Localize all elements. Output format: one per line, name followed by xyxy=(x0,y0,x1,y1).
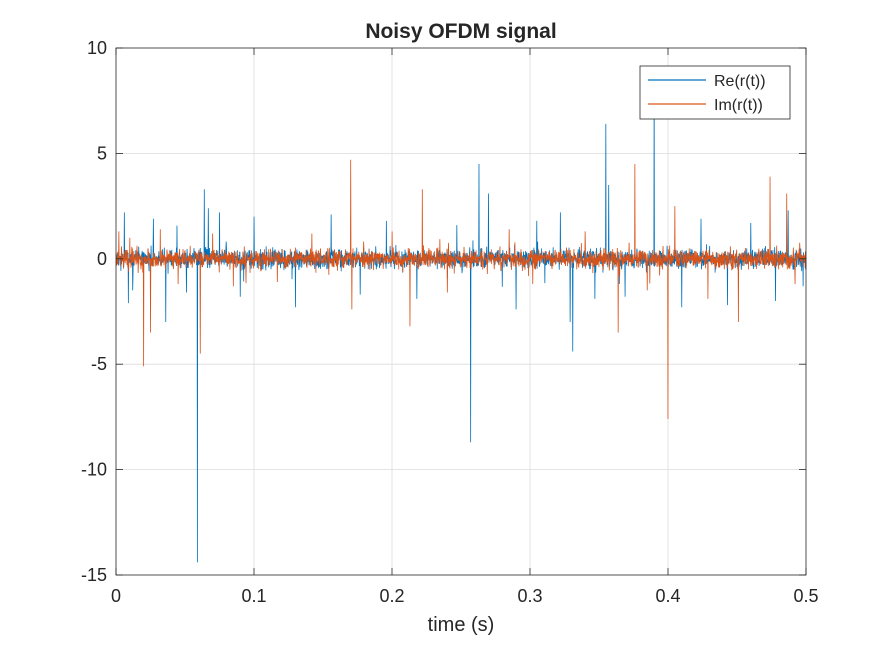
y-tick-label: -5 xyxy=(91,354,107,374)
x-tick-label: 0.2 xyxy=(379,586,404,606)
y-tick-label: 5 xyxy=(97,143,107,163)
x-tick-label: 0.3 xyxy=(517,586,542,606)
legend: Re(r(t)) Im(r(t)) xyxy=(639,65,791,120)
x-tick-label: 0.4 xyxy=(655,586,680,606)
x-tick-label: 0.5 xyxy=(793,586,818,606)
y-tick-label: -15 xyxy=(81,565,107,585)
y-tick-label: -10 xyxy=(81,460,107,480)
axes-box xyxy=(115,47,807,576)
x-axis-label: time (s) xyxy=(428,614,495,636)
x-tick-label: 0 xyxy=(111,586,121,606)
series-layer xyxy=(115,69,807,563)
x-tick-label: 0.1 xyxy=(241,586,266,606)
chart-title: Noisy OFDM signal xyxy=(365,20,556,43)
legend-label-re: Re(r(t)) xyxy=(714,73,766,90)
plot-area xyxy=(116,48,806,575)
y-tick-label: 10 xyxy=(87,38,107,58)
y-tick-label: 0 xyxy=(97,249,107,269)
series-line-re xyxy=(115,69,807,563)
legend-label-im: Im(r(t)) xyxy=(714,97,763,114)
legend-box xyxy=(639,65,791,120)
series-line-im xyxy=(115,159,807,420)
tick-labels: 0 0.1 0.2 0.3 0.4 0.5 10 5 0 -5 -10 -15 xyxy=(81,38,819,606)
axis-ticks xyxy=(115,47,807,576)
